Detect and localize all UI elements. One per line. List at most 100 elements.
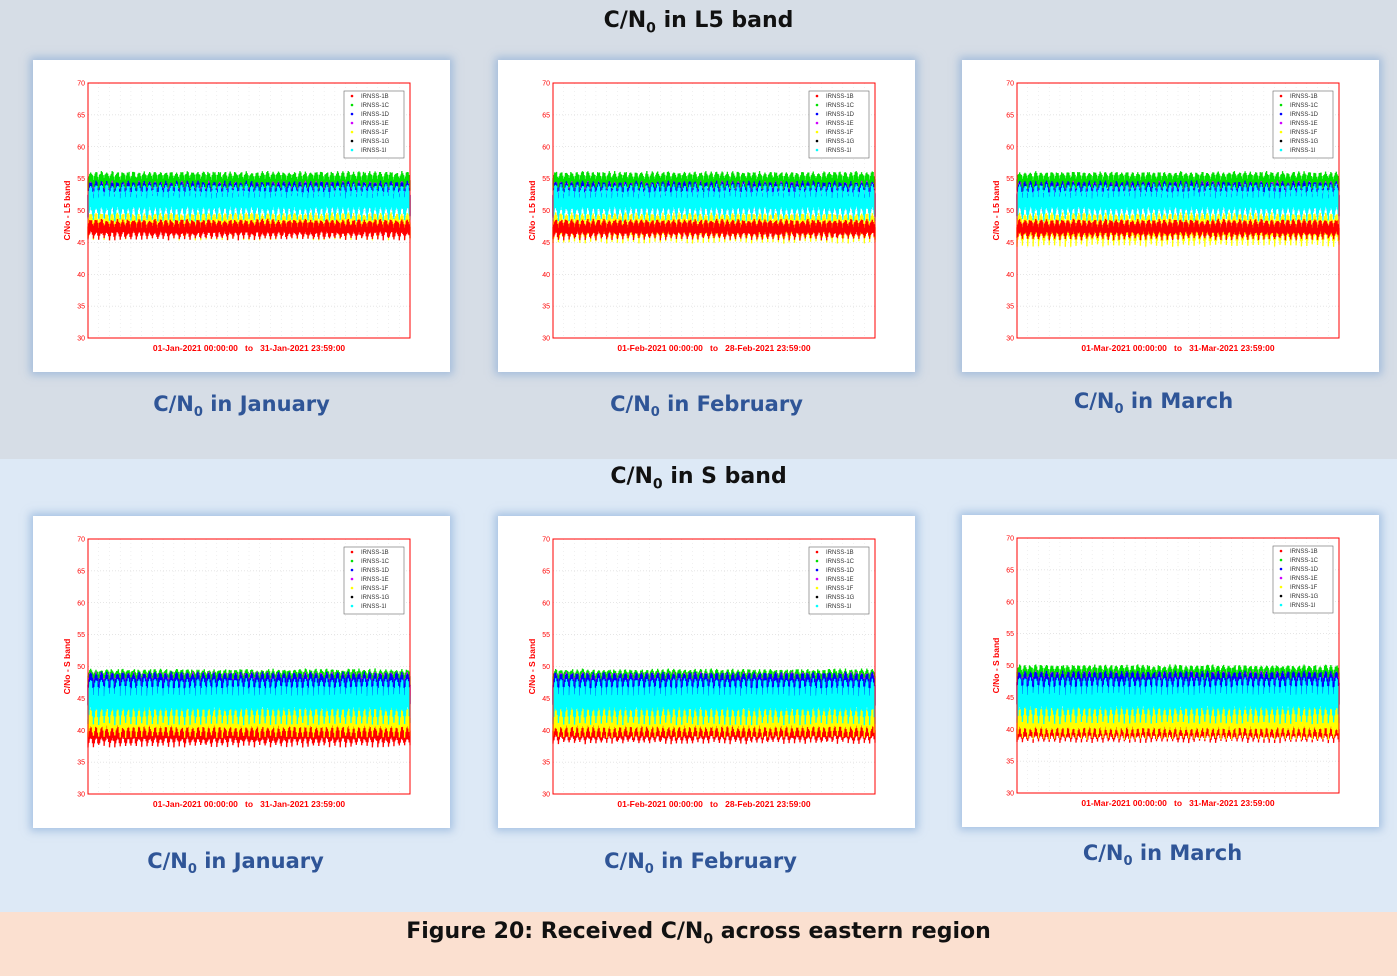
y-tick-label: 35 (542, 304, 550, 311)
legend: IRNSS-1B IRNSS-1C IRNSS-1D IRNSS-1E IRNSS-1F… (1272, 90, 1334, 159)
legend-swatch (350, 112, 354, 116)
legend-swatch (815, 586, 819, 590)
legend-swatch (815, 121, 819, 125)
legend-entry: IRNSS-1I (361, 604, 387, 610)
legend-swatch (1279, 112, 1283, 116)
series-mark (1016, 218, 1340, 241)
legend-swatch (350, 130, 354, 134)
legend-entry: IRNSS-1B (361, 550, 389, 556)
y-tick-label: 50 (1006, 663, 1014, 670)
vertical-grid (98, 539, 400, 794)
legend-entry: IRNSS-1E (361, 577, 389, 583)
figure-caption: Figure 20: Received C/N0 across eastern … (406, 919, 991, 948)
chart-panel-s-march: 30 35 40 45 50 55 60 65 70 C/No - S band 01-Mar-20… (962, 515, 1379, 827)
legend-entry: IRNSS-1B (1290, 549, 1318, 555)
chart-svg: 30 35 40 45 50 55 60 65 70 C/No - L5 band 01-Feb-2… (527, 81, 876, 353)
legend-entry: IRNSS-1C (1290, 103, 1319, 109)
legend: IRNSS-1B IRNSS-1C IRNSS-1D IRNSS-1E IRNSS-1F… (343, 90, 405, 159)
plot-frame (552, 538, 876, 795)
l5-band-title: C/N0 in L5 band (603, 8, 794, 37)
y-tick-label: 40 (1006, 272, 1014, 279)
legend-entry: IRNSS-1G (1290, 139, 1319, 145)
series-irnss-1c (87, 668, 411, 687)
legend-entry: IRNSS-1C (826, 103, 855, 109)
series-mark (87, 668, 411, 687)
legend-box (1272, 90, 1334, 159)
y-tick-label: 40 (1006, 727, 1014, 734)
legend-swatch (815, 103, 819, 107)
series-irnss-1b (87, 218, 411, 241)
legend: IRNSS-1B IRNSS-1C IRNSS-1D IRNSS-1E IRNSS-1F… (808, 90, 870, 159)
series-irnss-1c (552, 170, 876, 193)
y-tick-label: 55 (1006, 176, 1014, 183)
legend-entry: IRNSS-1B (826, 550, 854, 556)
x-axis-label: 01-Mar-2021 00:00:00 to 31-Mar-2021 23:5… (1081, 343, 1275, 353)
legend-swatch (350, 148, 354, 152)
series-mark (1016, 171, 1340, 193)
legend-entry: IRNSS-1D (1290, 567, 1319, 573)
y-tick-label: 30 (1006, 791, 1014, 798)
series-irnss-1b (552, 218, 876, 241)
legend-entry: IRNSS-1C (1290, 558, 1319, 564)
y-tick-label: 35 (77, 760, 85, 767)
vertical-grid (98, 83, 400, 338)
chart-svg: 30 35 40 45 50 55 60 65 70 C/No - L5 band 01-Jan-2… (62, 81, 411, 353)
y-tick-label: 50 (542, 664, 550, 671)
series-irnss-1c (1016, 171, 1340, 193)
y-tick-label: 60 (77, 144, 85, 151)
legend-swatch (1279, 130, 1283, 134)
legend-entry: IRNSS-1C (826, 559, 855, 565)
legend-entry: IRNSS-1G (361, 139, 390, 145)
vertical-grid (1027, 538, 1329, 793)
series-irnss-1c (87, 170, 411, 193)
legend-entry: IRNSS-1E (1290, 576, 1318, 582)
series-irnss-1i (87, 183, 411, 222)
vertical-grid (563, 83, 865, 338)
legend-swatch (1279, 558, 1283, 562)
series-mark (87, 218, 411, 241)
y-tick-label: 45 (1006, 695, 1014, 702)
y-tick-label: 55 (77, 176, 85, 183)
series-mark (1016, 183, 1340, 222)
legend-swatch (1279, 603, 1283, 607)
caption-l5-march: C/N0 in March (1073, 389, 1234, 418)
legend-entry: IRNSS-1F (1290, 130, 1318, 136)
plot-frame (552, 82, 876, 339)
legend-box (1272, 545, 1334, 614)
legend-swatch (815, 148, 819, 152)
series-mark (87, 183, 411, 222)
legend-entry: IRNSS-1B (1290, 94, 1318, 100)
chart-panel-s-january: 30 35 40 45 50 55 60 65 70 C/No - S band 01-Jan-20… (33, 516, 450, 828)
legend-swatch (1279, 585, 1283, 589)
series-irnss-1i (552, 678, 876, 726)
y-axis-label: C/No - S band (991, 638, 1001, 694)
caption-s-february: C/N0 in February (604, 849, 797, 878)
legend-entry: IRNSS-1G (826, 139, 855, 145)
plot-frame (1016, 82, 1340, 339)
chart-svg: 30 35 40 45 50 55 60 65 70 C/No - S band 01-Jan-20… (62, 537, 411, 809)
legend-entry: IRNSS-1I (361, 148, 387, 154)
y-tick-label: 55 (542, 632, 550, 639)
legend-swatch (350, 577, 354, 581)
y-tick-label: 45 (77, 240, 85, 247)
legend-swatch (350, 568, 354, 572)
y-tick-label: 65 (542, 112, 550, 119)
y-tick-label: 70 (1006, 81, 1014, 88)
y-tick-label: 30 (542, 792, 550, 799)
legend-entry: IRNSS-1B (826, 94, 854, 100)
legend-swatch (1279, 576, 1283, 580)
figure-caption-section (0, 912, 1397, 976)
y-tick-label: 70 (542, 81, 550, 88)
y-tick-label: 60 (1006, 144, 1014, 151)
series-irnss-1c (1016, 664, 1340, 686)
legend-entry: IRNSS-1G (826, 595, 855, 601)
chart-panel-s-february: 30 35 40 45 50 55 60 65 70 C/No - S band 01-Feb-20… (498, 516, 915, 828)
chart-panel-l5-january: 30 35 40 45 50 55 60 65 70 C/No - L5 band 01-Jan-2… (33, 60, 450, 372)
legend-swatch (350, 559, 354, 563)
legend-entry: IRNSS-1D (361, 568, 390, 574)
series-mark (552, 170, 876, 193)
legend-box (808, 546, 870, 615)
series-irnss-1c (552, 668, 876, 687)
y-tick-label: 40 (77, 272, 85, 279)
legend-entry: IRNSS-1F (361, 130, 389, 136)
